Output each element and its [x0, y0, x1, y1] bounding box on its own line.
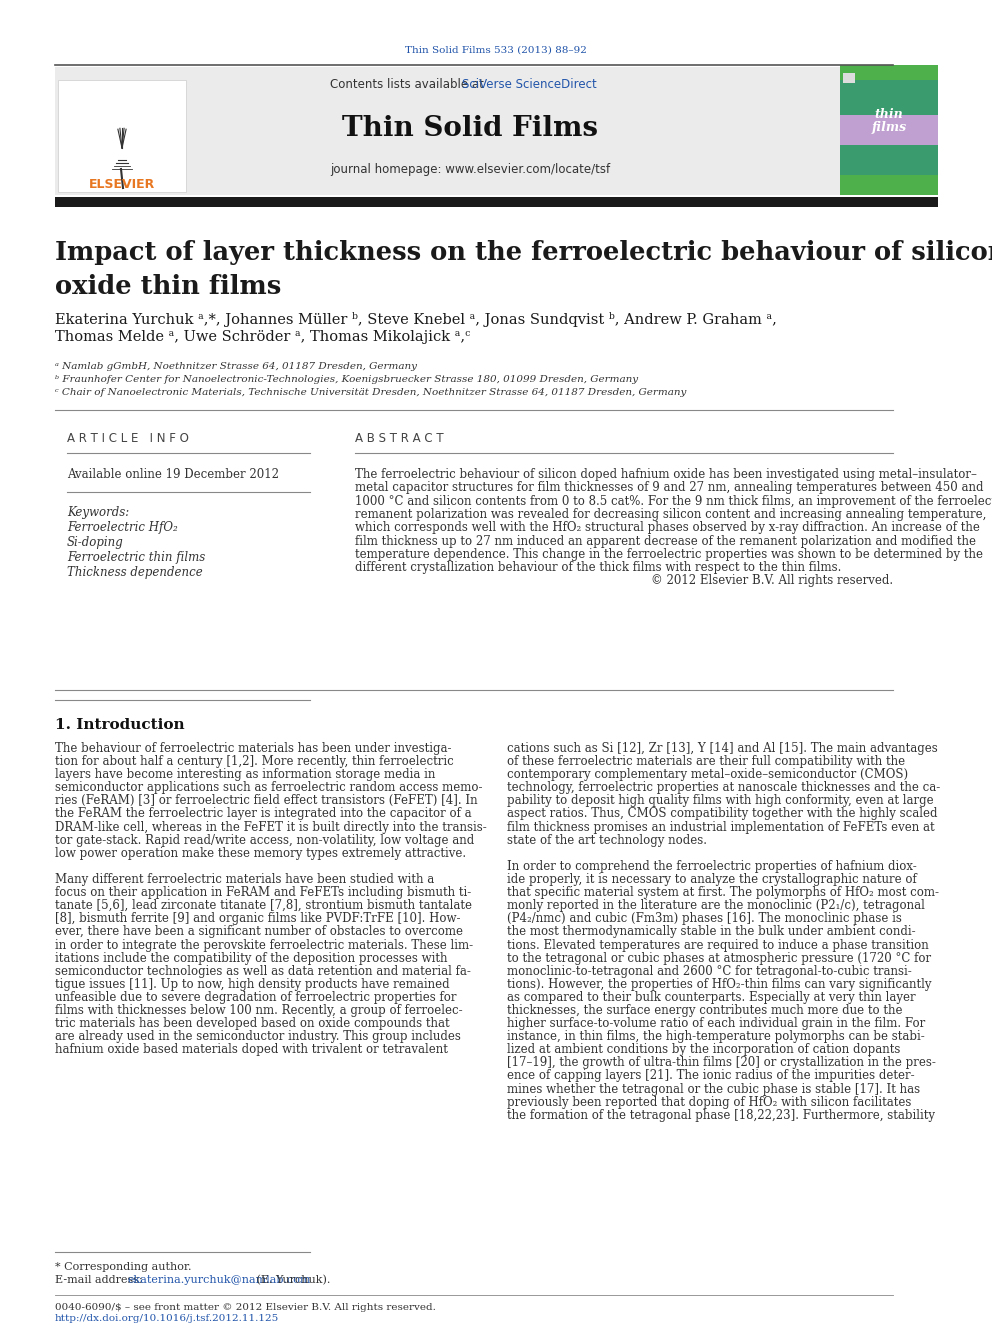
Text: thin: thin: [875, 108, 904, 122]
Text: focus on their application in FeRAM and FeFETs including bismuth ti-: focus on their application in FeRAM and …: [55, 886, 471, 900]
Text: ᶜ Chair of Nanoelectronic Materials, Technische Universität Dresden, Noethnitzer: ᶜ Chair of Nanoelectronic Materials, Tec…: [55, 388, 686, 397]
Text: (P4₂/nmc) and cubic (Fm3m) phases [16]. The monoclinic phase is: (P4₂/nmc) and cubic (Fm3m) phases [16]. …: [507, 913, 902, 925]
Text: remanent polarization was revealed for decreasing silicon content and increasing: remanent polarization was revealed for d…: [355, 508, 986, 521]
Text: ence of capping layers [21]. The ionic radius of the impurities deter-: ence of capping layers [21]. The ionic r…: [507, 1069, 915, 1082]
Text: thicknesses, the surface energy contributes much more due to the: thicknesses, the surface energy contribu…: [507, 1004, 903, 1017]
Text: 1000 °C and silicon contents from 0 to 8.5 cat%. For the 9 nm thick films, an im: 1000 °C and silicon contents from 0 to 8…: [355, 495, 992, 508]
Text: tric materials has been developed based on oxide compounds that: tric materials has been developed based …: [55, 1017, 449, 1031]
Text: ᵃ Namlab gGmbH, Noethnitzer Strasse 64, 01187 Dresden, Germany: ᵃ Namlab gGmbH, Noethnitzer Strasse 64, …: [55, 363, 417, 370]
Text: monly reported in the literature are the monoclinic (P2₁/c), tetragonal: monly reported in the literature are the…: [507, 900, 925, 912]
Text: Thin Solid Films: Thin Solid Films: [342, 115, 598, 142]
Text: tanate [5,6], lead zirconate titanate [7,8], strontium bismuth tantalate: tanate [5,6], lead zirconate titanate [7…: [55, 900, 472, 912]
Text: Keywords:: Keywords:: [67, 505, 129, 519]
Text: tion for about half a century [1,2]. More recently, thin ferroelectric: tion for about half a century [1,2]. Mor…: [55, 755, 453, 769]
Text: low power operation make these memory types extremely attractive.: low power operation make these memory ty…: [55, 847, 466, 860]
Text: semiconductor technologies as well as data retention and material fa-: semiconductor technologies as well as da…: [55, 964, 471, 978]
Text: semiconductor applications such as ferroelectric random access memo-: semiconductor applications such as ferro…: [55, 782, 482, 794]
Text: the FeRAM the ferroelectric layer is integrated into the capacitor of a: the FeRAM the ferroelectric layer is int…: [55, 807, 471, 820]
Text: aspect ratios. Thus, CMOS compatibility together with the highly scaled: aspect ratios. Thus, CMOS compatibility …: [507, 807, 937, 820]
Text: lized at ambient conditions by the incorporation of cation dopants: lized at ambient conditions by the incor…: [507, 1044, 901, 1056]
Text: instance, in thin films, the high-temperature polymorphs can be stabi-: instance, in thin films, the high-temper…: [507, 1031, 925, 1044]
Text: tigue issues [11]. Up to now, high density products have remained: tigue issues [11]. Up to now, high densi…: [55, 978, 449, 991]
Text: E-mail address:: E-mail address:: [55, 1275, 146, 1285]
Text: [8], bismuth ferrite [9] and organic films like PVDF:TrFE [10]. How-: [8], bismuth ferrite [9] and organic fil…: [55, 913, 460, 925]
Text: mines whether the tetragonal or the cubic phase is stable [17]. It has: mines whether the tetragonal or the cubi…: [507, 1082, 921, 1095]
Text: unfeasible due to severe degradation of ferroelectric properties for: unfeasible due to severe degradation of …: [55, 991, 456, 1004]
Text: Thin Solid Films 533 (2013) 88–92: Thin Solid Films 533 (2013) 88–92: [405, 45, 587, 54]
Text: monoclinic-to-tetragonal and 2600 °C for tetragonal-to-cubic transi-: monoclinic-to-tetragonal and 2600 °C for…: [507, 964, 912, 978]
Text: which corresponds well with the HfO₂ structural phases observed by x-ray diffrac: which corresponds well with the HfO₂ str…: [355, 521, 980, 534]
Bar: [55, 67, 893, 194]
Text: (E. Yurchuk).: (E. Yurchuk).: [253, 1275, 330, 1286]
Text: Impact of layer thickness on the ferroelectric behaviour of silicon doped hafniu: Impact of layer thickness on the ferroel…: [55, 239, 992, 299]
Text: the most thermodynamically stable in the bulk under ambient condi-: the most thermodynamically stable in the…: [507, 925, 916, 938]
Text: The ferroelectric behaviour of silicon doped hafnium oxide has been investigated: The ferroelectric behaviour of silicon d…: [355, 468, 977, 482]
Text: technology, ferroelectric properties at nanoscale thicknesses and the ca-: technology, ferroelectric properties at …: [507, 782, 940, 794]
Text: Ekaterina Yurchuk ᵃ,*, Johannes Müller ᵇ, Steve Knebel ᵃ, Jonas Sundqvist ᵇ, And: Ekaterina Yurchuk ᵃ,*, Johannes Müller ᵇ…: [55, 312, 777, 327]
Text: © 2012 Elsevier B.V. All rights reserved.: © 2012 Elsevier B.V. All rights reserved…: [651, 574, 893, 587]
Bar: [840, 65, 938, 79]
Text: A R T I C L E   I N F O: A R T I C L E I N F O: [67, 433, 188, 445]
Text: that specific material system at first. The polymorphs of HfO₂ most com-: that specific material system at first. …: [507, 886, 939, 900]
Text: to the tetragonal or cubic phases at atmospheric pressure (1720 °C for: to the tetragonal or cubic phases at atm…: [507, 951, 931, 964]
Text: film thickness promises an industrial implementation of FeFETs even at: film thickness promises an industrial im…: [507, 820, 934, 833]
Text: Many different ferroelectric materials have been studied with a: Many different ferroelectric materials h…: [55, 873, 434, 886]
Text: pability to deposit high quality films with high conformity, even at large: pability to deposit high quality films w…: [507, 794, 933, 807]
Text: http://dx.doi.org/10.1016/j.tsf.2012.11.125: http://dx.doi.org/10.1016/j.tsf.2012.11.…: [55, 1314, 280, 1323]
Text: film thickness up to 27 nm induced an apparent decrease of the remanent polariza: film thickness up to 27 nm induced an ap…: [355, 534, 976, 548]
Text: 0040-6090/$ – see front matter © 2012 Elsevier B.V. All rights reserved.: 0040-6090/$ – see front matter © 2012 El…: [55, 1303, 435, 1312]
Text: In order to comprehend the ferroelectric properties of hafnium diox-: In order to comprehend the ferroelectric…: [507, 860, 917, 873]
Text: in order to integrate the perovskite ferroelectric materials. These lim-: in order to integrate the perovskite fer…: [55, 938, 473, 951]
Text: different crystallization behaviour of the thick films with respect to the thin : different crystallization behaviour of t…: [355, 561, 841, 574]
Text: * Corresponding author.: * Corresponding author.: [55, 1262, 191, 1271]
Text: Thickness dependence: Thickness dependence: [67, 566, 202, 579]
Text: SciVerse ScienceDirect: SciVerse ScienceDirect: [461, 78, 596, 90]
Text: layers have become interesting as information storage media in: layers have become interesting as inform…: [55, 769, 435, 781]
Text: hafnium oxide based materials doped with trivalent or tetravalent: hafnium oxide based materials doped with…: [55, 1044, 447, 1056]
Text: temperature dependence. This change in the ferroelectric properties was shown to: temperature dependence. This change in t…: [355, 548, 983, 561]
Text: DRAM-like cell, whereas in the FeFET it is built directly into the transis-: DRAM-like cell, whereas in the FeFET it …: [55, 820, 487, 833]
Text: cations such as Si [12], Zr [13], Y [14] and Al [15]. The main advantages: cations such as Si [12], Zr [13], Y [14]…: [507, 742, 937, 755]
Text: higher surface-to-volume ratio of each individual grain in the film. For: higher surface-to-volume ratio of each i…: [507, 1017, 926, 1031]
Bar: [840, 175, 938, 194]
Text: ever, there have been a significant number of obstacles to overcome: ever, there have been a significant numb…: [55, 925, 463, 938]
Text: tions. Elevated temperatures are required to induce a phase transition: tions. Elevated temperatures are require…: [507, 938, 929, 951]
Text: Ferroelectric thin films: Ferroelectric thin films: [67, 550, 205, 564]
Text: state of the art technology nodes.: state of the art technology nodes.: [507, 833, 707, 847]
Text: metal capacitor structures for film thicknesses of 9 and 27 nm, annealing temper: metal capacitor structures for film thic…: [355, 482, 983, 495]
Text: [17–19], the growth of ultra-thin films [20] or crystallization in the pres-: [17–19], the growth of ultra-thin films …: [507, 1056, 935, 1069]
Text: Ferroelectric HfO₂: Ferroelectric HfO₂: [67, 521, 178, 534]
Text: journal homepage: www.elsevier.com/locate/tsf: journal homepage: www.elsevier.com/locat…: [330, 164, 610, 176]
Text: contemporary complementary metal–oxide–semiconductor (CMOS): contemporary complementary metal–oxide–s…: [507, 769, 908, 781]
Text: films with thicknesses below 100 nm. Recently, a group of ferroelec-: films with thicknesses below 100 nm. Rec…: [55, 1004, 462, 1017]
Text: previously been reported that doping of HfO₂ with silicon facilitates: previously been reported that doping of …: [507, 1095, 912, 1109]
Text: ᵇ Fraunhofer Center for Nanoelectronic-Technologies, Koenigsbruecker Strasse 180: ᵇ Fraunhofer Center for Nanoelectronic-T…: [55, 374, 638, 384]
Text: ekaterina.yurchuk@namlab.com: ekaterina.yurchuk@namlab.com: [127, 1275, 310, 1285]
Text: ide properly, it is necessary to analyze the crystallographic nature of: ide properly, it is necessary to analyze…: [507, 873, 917, 886]
Text: tions). However, the properties of HfO₂-thin films can vary significantly: tions). However, the properties of HfO₂-…: [507, 978, 931, 991]
Text: Available online 19 December 2012: Available online 19 December 2012: [67, 468, 279, 482]
Text: are already used in the semiconductor industry. This group includes: are already used in the semiconductor in…: [55, 1031, 461, 1044]
Text: of these ferroelectric materials are their full compatibility with the: of these ferroelectric materials are the…: [507, 755, 905, 769]
Text: Contents lists available at: Contents lists available at: [330, 78, 488, 90]
Text: films: films: [871, 122, 907, 135]
Text: Si-doping: Si-doping: [67, 536, 124, 549]
Bar: [55, 197, 938, 206]
Text: tor gate-stack. Rapid read/write access, non-volatility, low voltage and: tor gate-stack. Rapid read/write access,…: [55, 833, 474, 847]
Bar: [58, 79, 186, 192]
Text: itations include the compatibility of the deposition processes with: itations include the compatibility of th…: [55, 951, 447, 964]
Text: the formation of the tetragonal phase [18,22,23]. Furthermore, stability: the formation of the tetragonal phase [1…: [507, 1109, 935, 1122]
Text: 1. Introduction: 1. Introduction: [55, 718, 185, 732]
Bar: [840, 79, 938, 175]
Bar: [840, 115, 938, 146]
Text: Thomas Melde ᵃ, Uwe Schröder ᵃ, Thomas Mikolajick ᵃ,ᶜ: Thomas Melde ᵃ, Uwe Schröder ᵃ, Thomas M…: [55, 329, 470, 344]
Bar: [843, 73, 855, 83]
Text: A B S T R A C T: A B S T R A C T: [355, 433, 443, 445]
Text: ries (FeRAM) [3] or ferroelectric field effect transistors (FeFET) [4]. In: ries (FeRAM) [3] or ferroelectric field …: [55, 794, 477, 807]
Text: as compared to their bulk counterparts. Especially at very thin layer: as compared to their bulk counterparts. …: [507, 991, 916, 1004]
Text: ELSEVIER: ELSEVIER: [89, 179, 155, 192]
Text: The behaviour of ferroelectric materials has been under investiga-: The behaviour of ferroelectric materials…: [55, 742, 451, 755]
